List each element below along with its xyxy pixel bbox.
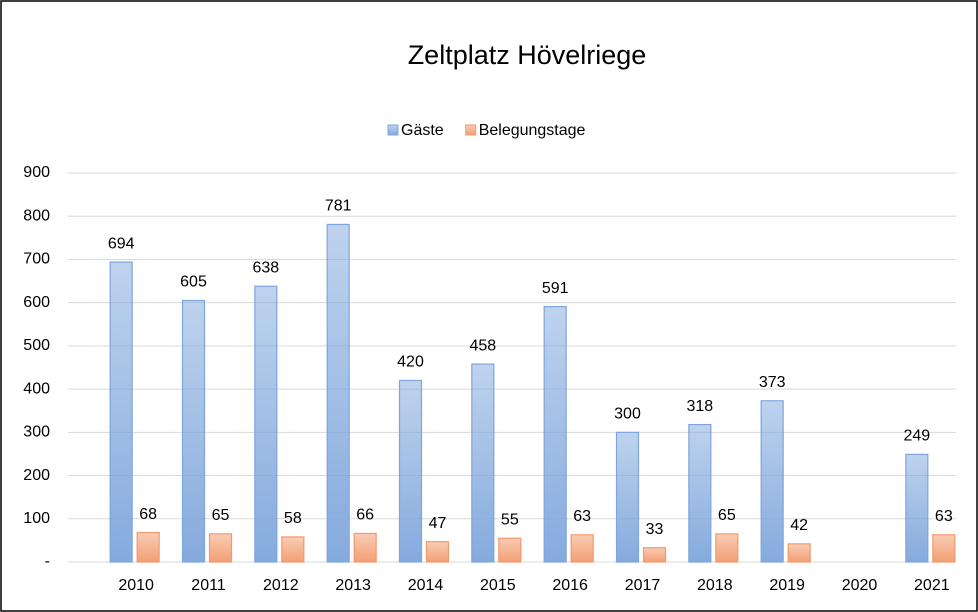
x-tick-label: 2010 (118, 577, 154, 594)
y-tick-label: 600 (23, 294, 50, 311)
data-label: 58 (284, 510, 302, 527)
bar (281, 536, 305, 563)
bar (615, 431, 640, 563)
data-label: 33 (646, 521, 664, 538)
y-tick-label: - (45, 553, 50, 570)
y-tick-label: 700 (23, 251, 50, 268)
data-label: 63 (935, 508, 953, 525)
bar (787, 543, 811, 563)
bar (181, 299, 206, 563)
data-label: 65 (212, 507, 230, 524)
bar (353, 532, 377, 563)
bar (471, 363, 495, 563)
data-label: 300 (614, 406, 641, 423)
bar (208, 533, 233, 563)
data-label: 65 (718, 507, 736, 524)
legend-swatch (387, 124, 399, 136)
x-tick-label: 2014 (408, 577, 444, 594)
data-label: 42 (790, 517, 808, 534)
bar (715, 533, 739, 563)
bar (425, 541, 450, 563)
y-tick-label: 800 (23, 207, 50, 224)
bar (905, 453, 929, 563)
legend-label: Belegungstage (479, 122, 586, 139)
data-label: 638 (252, 259, 279, 276)
data-label: 694 (108, 235, 135, 252)
y-tick-label: 500 (23, 337, 50, 354)
bar (688, 423, 712, 563)
data-label: 68 (139, 506, 157, 523)
data-label: 55 (501, 511, 519, 528)
x-tick-label: 2018 (697, 577, 733, 594)
data-label: 373 (759, 374, 786, 391)
bar (543, 305, 567, 563)
legend-label: Gäste (401, 122, 444, 139)
data-label: 781 (325, 198, 352, 215)
x-tick-label: 2012 (263, 577, 299, 594)
bar (932, 534, 956, 563)
y-tick-label: 300 (23, 424, 50, 441)
x-tick-label: 2017 (625, 577, 661, 594)
data-label: 458 (469, 337, 496, 354)
bar (326, 223, 350, 563)
x-tick-label: 2020 (842, 577, 878, 594)
x-tick-label: 2013 (335, 577, 371, 594)
data-label: 47 (429, 515, 447, 532)
data-label: 318 (686, 398, 713, 415)
data-label: 420 (397, 354, 424, 371)
bar (254, 285, 278, 563)
x-tick-label: 2021 (914, 577, 950, 594)
y-tick-label: 400 (23, 380, 50, 397)
chart-title: Zeltplatz Hövelriege (408, 40, 647, 70)
bar (109, 261, 133, 563)
bar (136, 532, 160, 563)
bar (398, 379, 423, 563)
bar (570, 534, 594, 563)
x-tick-label: 2016 (552, 577, 588, 594)
x-tick-label: 2015 (480, 577, 516, 594)
x-tick-label: 2011 (191, 577, 226, 594)
y-tick-label: 100 (23, 510, 50, 527)
data-label: 605 (180, 274, 207, 291)
legend-swatch (465, 124, 477, 136)
y-tick-label: 200 (23, 467, 50, 484)
y-tick-label: 900 (23, 164, 50, 181)
data-label: 591 (542, 280, 569, 297)
data-label: 249 (903, 428, 930, 445)
bar (498, 537, 522, 563)
bar (760, 400, 784, 563)
x-tick-label: 2019 (769, 577, 805, 594)
data-label: 63 (573, 508, 591, 525)
data-label: 66 (356, 507, 374, 524)
bar (642, 547, 667, 563)
